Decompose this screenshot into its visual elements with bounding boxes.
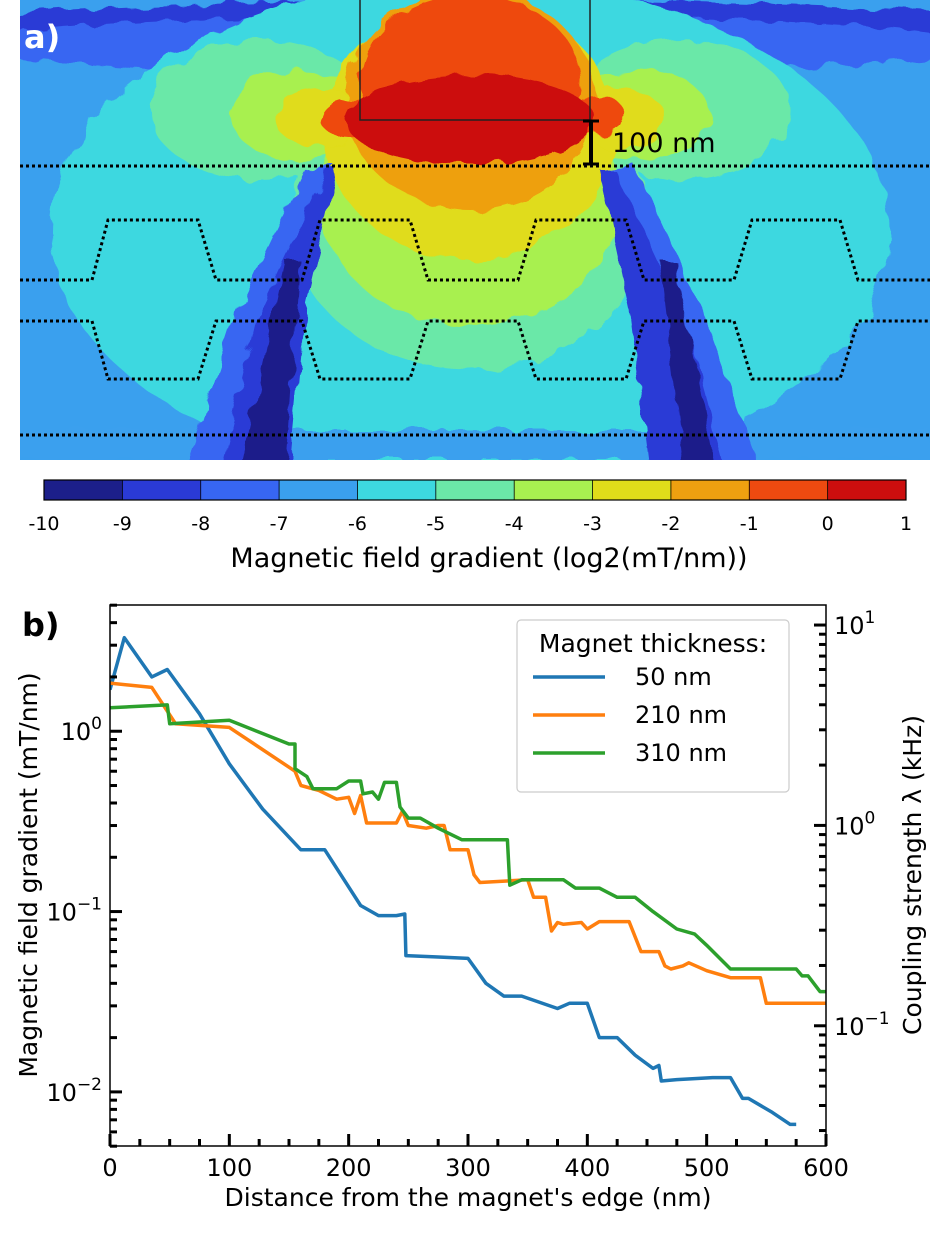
colorbar-tick-label: 0 <box>822 513 834 535</box>
colorbar-tick-label: -6 <box>348 513 367 535</box>
colorbar-swatch <box>200 480 280 500</box>
series-line-310-nm <box>110 703 826 994</box>
x-tick-label: 200 <box>326 1154 372 1182</box>
lobe-left-core <box>242 260 300 460</box>
colorbar-swatches <box>44 480 907 500</box>
x-tick-label: 100 <box>206 1154 252 1182</box>
colorbar-tick-label: -3 <box>583 513 602 535</box>
colorbar-swatch <box>357 480 437 500</box>
map-contours <box>20 0 930 460</box>
y-right-tick-label: 10−1 <box>834 1009 890 1041</box>
colorbar-swatch <box>122 480 202 500</box>
colorbar: -10 -9 -8 -7 -6 -5 -4 -3 -2 -1 0 1 Magnetic field g… <box>28 479 912 574</box>
colorbar-swatch <box>514 480 594 500</box>
x-tick-label: 500 <box>684 1154 730 1182</box>
contour-bottom-light <box>20 430 930 460</box>
x-tick-label: 0 <box>102 1154 117 1182</box>
legend-item-label: 50 nm <box>635 663 712 691</box>
colorbar-tick-label: 1 <box>900 513 912 535</box>
colorbar-ticks: -10 -9 -8 -7 -6 -5 -4 -3 -2 -1 0 1 <box>28 480 912 535</box>
legend-item-label: 310 nm <box>635 739 727 767</box>
series-line-210-nm <box>110 681 826 1006</box>
field-map <box>20 0 930 460</box>
colorbar-swatch <box>670 480 750 500</box>
colorbar-swatch <box>44 480 123 500</box>
legend-box <box>516 619 790 793</box>
colorbar-label: Magnetic field gradient (log2(mT/nm)) <box>230 543 747 574</box>
colorbar-tick-label: -4 <box>505 513 524 535</box>
y-axis-label-right: Coupling strength λ (kHz) <box>898 715 927 1035</box>
x-tick-label: 300 <box>445 1154 491 1182</box>
y-right-tick-label: 100 <box>834 808 875 840</box>
colorbar-swatch <box>827 480 907 500</box>
legend-item-label: 210 nm <box>635 701 727 729</box>
x-tick-label: 600 <box>803 1154 849 1182</box>
scale-bar: 100 nm <box>583 119 716 166</box>
magnet-outline <box>359 0 591 121</box>
plot-series <box>110 635 826 1127</box>
axis-ticks <box>108 603 828 1148</box>
legend-title: Magnet thickness: <box>539 629 767 658</box>
x-axis-label: Distance from the magnet's edge (nm) <box>225 1183 712 1212</box>
series-line-50-nm <box>110 635 797 1127</box>
colorbar-tick-label: -2 <box>661 513 680 535</box>
panel-b-label: b) <box>22 606 60 644</box>
y-left-tick-label: 10−1 <box>46 895 102 927</box>
y-axis-label-left: Magnetic field gradient (mT/nm) <box>14 672 43 1077</box>
scale-bar-label: 100 nm <box>612 128 716 159</box>
colorbar-swatch <box>749 480 829 500</box>
x-tick-label: 400 <box>564 1154 610 1182</box>
panel-a: 100 nm a) <box>20 0 930 460</box>
colorbar-tick-label: -9 <box>113 513 132 535</box>
colorbar-tick-label: -5 <box>426 513 445 535</box>
panel-a-label: a) <box>24 18 60 56</box>
colorbar-swatch <box>592 480 672 500</box>
y-left-tick-label: 100 <box>61 714 102 746</box>
lobe-right-core <box>660 260 714 460</box>
legend: Magnet thickness: 50 nm 210 nm 310 nm <box>516 619 790 793</box>
colorbar-tick-label: -10 <box>28 513 59 535</box>
colorbar-tick-label: -1 <box>740 513 759 535</box>
panel-b: b) 0 100 200 300 400 500 600 100 10−1 10−2 101 100 1… <box>14 603 927 1212</box>
y-left-tick-label: 10−2 <box>46 1075 102 1107</box>
colorbar-swatch <box>279 480 358 500</box>
y-right-tick-label: 101 <box>834 608 875 640</box>
colorbar-tick-label: -8 <box>191 513 210 535</box>
gate-outlines <box>20 164 930 437</box>
axis-tick-labels: 0 100 200 300 400 500 600 100 10−1 10−2 101 100 10−1 <box>46 608 889 1182</box>
colorbar-tick-label: -7 <box>270 513 289 535</box>
colorbar-swatch <box>435 480 515 500</box>
